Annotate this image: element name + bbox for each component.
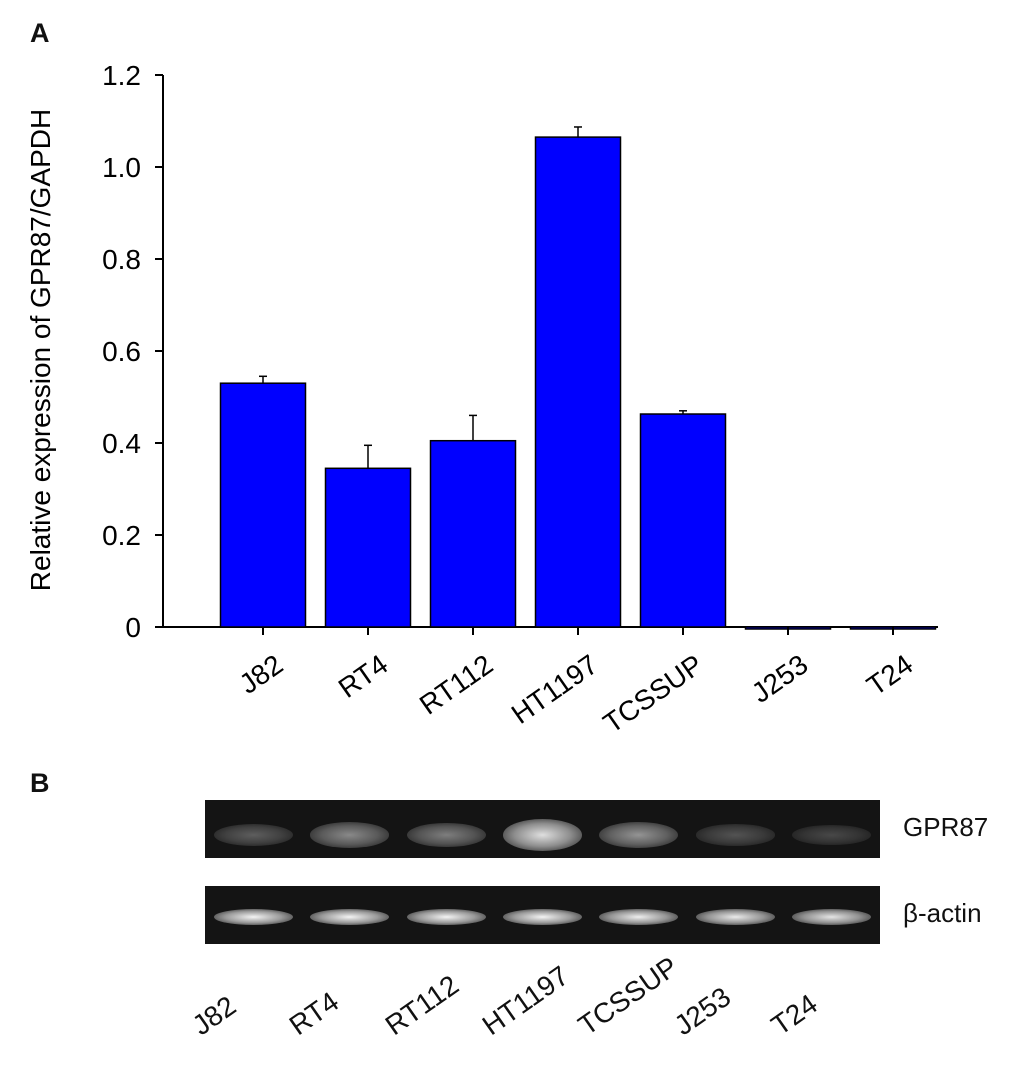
gel-lane-label: T24 xyxy=(765,988,823,1042)
x-tick-label: HT1197 xyxy=(506,649,604,730)
panel-b-label: B xyxy=(30,768,50,798)
gel-band xyxy=(406,822,486,848)
y-tick-label: 1.2 xyxy=(102,60,141,91)
bar xyxy=(534,136,622,628)
gel-band xyxy=(792,909,872,925)
y-tick-label: 1.0 xyxy=(102,152,141,183)
y-tick-label: 0.8 xyxy=(102,244,141,275)
gel-band xyxy=(502,819,583,851)
x-tick-label: RT112 xyxy=(414,649,499,721)
gel-band xyxy=(695,824,775,846)
gel-band xyxy=(599,909,679,925)
gel-row-label: GPR87 xyxy=(903,812,989,842)
y-tick-label: 0 xyxy=(125,612,141,643)
gel-lane-label: TCSSUP xyxy=(572,950,684,1042)
y-tick-label: 0.4 xyxy=(102,428,141,459)
bar xyxy=(639,413,727,628)
y-axis-label: Relative expression of GPR87/GAPDH xyxy=(25,109,56,591)
gel-band xyxy=(599,822,679,848)
x-tick-label: RT4 xyxy=(333,649,394,704)
gel-lane-label: RT112 xyxy=(379,969,465,1042)
gel-band xyxy=(213,824,293,846)
gel-strip xyxy=(205,800,880,858)
gel-strip xyxy=(205,886,880,944)
gel-lane-label: RT4 xyxy=(283,985,344,1042)
gel-band xyxy=(695,909,775,925)
gel-lane-label: J82 xyxy=(186,989,242,1042)
x-tick-label: J82 xyxy=(234,649,289,700)
gel-band xyxy=(213,909,293,925)
gel-band xyxy=(792,824,872,846)
gel-row-label: β-actin xyxy=(903,898,982,928)
gel-lane-label: J253 xyxy=(668,980,737,1042)
gel-lane-label: HT1197 xyxy=(476,959,574,1042)
y-ticks: 0 0.2 0.4 0.6 0.8 1.0 1.2 xyxy=(102,60,163,643)
y-tick-label: 0.2 xyxy=(102,520,141,551)
gel-panel: GPR87 β-actin J82 RT4 RT112 HT1197 TCSSUP J253 T… xyxy=(0,760,1024,1091)
x-tick-label: TCSSUP xyxy=(598,649,709,740)
panel-a-label: A xyxy=(30,18,50,48)
bar xyxy=(219,382,307,628)
gel-band xyxy=(502,909,583,925)
gel-band xyxy=(310,909,390,925)
gel-band xyxy=(310,822,390,848)
chart-bars xyxy=(219,126,937,630)
gel-band xyxy=(406,909,486,925)
bar xyxy=(429,439,517,628)
bar-chart: 0 0.2 0.4 0.6 0.8 1.0 1.2 J82 RT4 RT112 HT1197TCS… xyxy=(25,60,938,740)
x-tick-label: J253 xyxy=(746,649,814,709)
x-tick-label: T24 xyxy=(861,649,918,702)
bar xyxy=(324,467,412,628)
y-tick-label: 0.6 xyxy=(102,336,141,367)
